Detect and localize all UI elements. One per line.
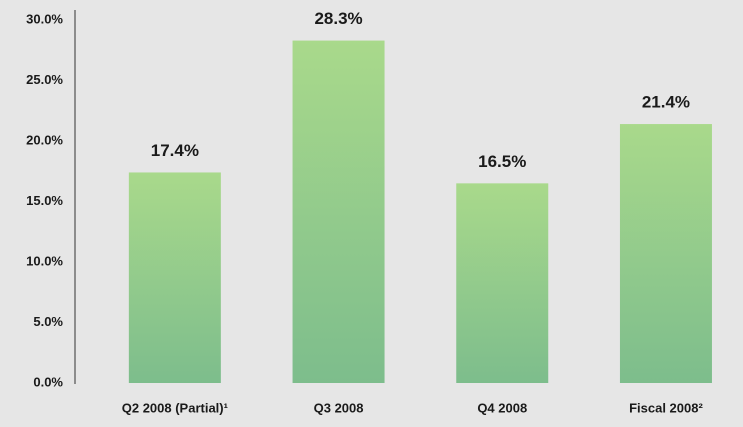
y-tick-label: 15.0% [26, 193, 63, 208]
value-label: 16.5% [478, 152, 526, 171]
bar [456, 183, 549, 383]
y-tick-label: 0.0% [33, 374, 63, 389]
y-tick-label: 20.0% [26, 132, 63, 147]
x-tick-label: Q3 2008 [314, 400, 364, 415]
value-label: 17.4% [151, 141, 199, 160]
x-tick-label: Q2 2008 (Partial)¹ [122, 400, 228, 415]
x-tick-label: Q4 2008 [477, 400, 527, 415]
value-label: 28.3% [314, 9, 362, 28]
y-tick-label: 5.0% [33, 314, 63, 329]
x-tick-label: Fiscal 2008² [629, 400, 703, 415]
bar [619, 124, 712, 383]
value-label: 21.4% [642, 93, 690, 112]
y-tick-label: 25.0% [26, 72, 63, 87]
y-tick-label: 30.0% [26, 11, 63, 26]
bar [128, 172, 221, 383]
bar [292, 40, 385, 383]
y-tick-label: 10.0% [26, 253, 63, 268]
